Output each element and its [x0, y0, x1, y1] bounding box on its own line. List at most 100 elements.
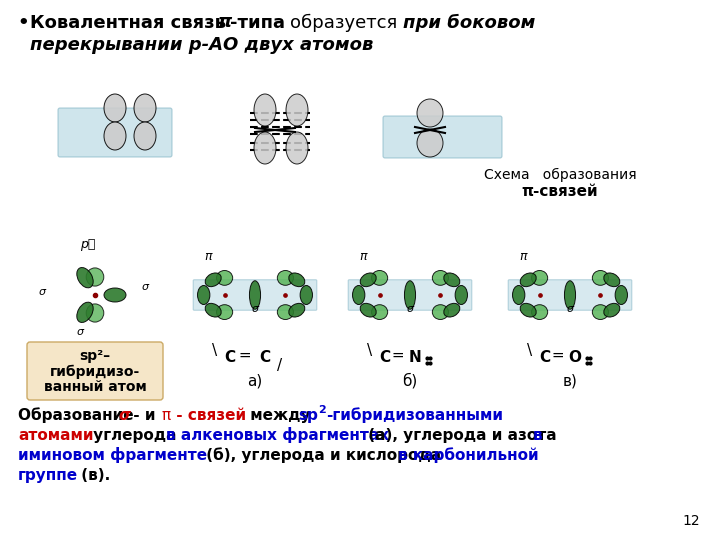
Text: в алкеновых фрагментах: в алкеновых фрагментах: [166, 427, 389, 443]
Ellipse shape: [289, 303, 305, 317]
Text: \: \: [212, 343, 217, 358]
Ellipse shape: [277, 305, 294, 320]
Text: ванный атом: ванный атом: [44, 380, 146, 394]
Ellipse shape: [615, 286, 627, 305]
Ellipse shape: [531, 271, 548, 285]
Text: -гибридизованными: -гибридизованными: [326, 407, 503, 423]
Ellipse shape: [217, 305, 233, 320]
Text: =: =: [387, 348, 409, 363]
Text: 12: 12: [683, 514, 700, 528]
Ellipse shape: [205, 273, 221, 287]
Text: углерода: углерода: [88, 428, 181, 443]
Text: •: •: [18, 14, 36, 32]
Text: σ: σ: [142, 282, 148, 292]
Text: N: N: [409, 350, 421, 365]
Ellipse shape: [86, 268, 104, 286]
Ellipse shape: [593, 305, 608, 320]
Text: гибридизо-: гибридизо-: [50, 364, 140, 379]
Text: O: O: [569, 350, 582, 365]
Ellipse shape: [104, 288, 126, 302]
Text: π: π: [519, 250, 527, 263]
Text: б): б): [402, 373, 418, 388]
Text: =: =: [546, 348, 570, 363]
Ellipse shape: [432, 305, 449, 320]
Text: в): в): [562, 373, 577, 388]
Text: C: C: [259, 350, 271, 365]
Ellipse shape: [360, 303, 377, 317]
Text: σ: σ: [567, 304, 574, 314]
Text: π: π: [161, 408, 170, 423]
Ellipse shape: [77, 267, 93, 288]
Ellipse shape: [197, 286, 210, 305]
Ellipse shape: [360, 273, 377, 287]
Ellipse shape: [77, 302, 93, 322]
Ellipse shape: [86, 304, 104, 322]
Text: pᵺ: pᵺ: [81, 238, 96, 251]
FancyBboxPatch shape: [193, 280, 317, 310]
Text: π: π: [218, 13, 233, 31]
Ellipse shape: [531, 305, 548, 320]
Text: в: в: [533, 428, 543, 443]
Text: C: C: [539, 350, 551, 365]
Text: Образование: Образование: [18, 407, 139, 423]
Text: (б), углерода и кислорода: (б), углерода и кислорода: [201, 447, 446, 463]
Ellipse shape: [564, 281, 575, 309]
Ellipse shape: [217, 271, 233, 285]
Ellipse shape: [604, 303, 620, 317]
Ellipse shape: [513, 286, 525, 305]
Text: Ковалентная связь: Ковалентная связь: [30, 14, 233, 32]
Ellipse shape: [277, 271, 294, 285]
Text: sp²–: sp²–: [79, 349, 111, 363]
Ellipse shape: [286, 94, 308, 126]
Text: атомами: атомами: [18, 428, 94, 443]
Text: между: между: [245, 408, 316, 423]
Ellipse shape: [372, 271, 387, 285]
Text: -типа: -типа: [230, 14, 292, 32]
Text: иминовом фрагменте: иминовом фрагменте: [18, 447, 207, 463]
Ellipse shape: [249, 281, 261, 309]
Ellipse shape: [520, 273, 536, 287]
Ellipse shape: [205, 303, 221, 317]
Ellipse shape: [286, 132, 308, 164]
Text: группе: группе: [18, 468, 78, 483]
Text: /: /: [277, 358, 282, 373]
Ellipse shape: [289, 273, 305, 287]
Ellipse shape: [455, 286, 467, 305]
Text: σ: σ: [251, 304, 258, 314]
Text: σ: σ: [118, 408, 130, 423]
Ellipse shape: [134, 122, 156, 150]
Text: \: \: [367, 343, 372, 358]
Text: - связей: - связей: [171, 408, 246, 423]
Ellipse shape: [104, 122, 126, 150]
FancyBboxPatch shape: [58, 108, 172, 157]
Ellipse shape: [372, 305, 387, 320]
Ellipse shape: [444, 303, 460, 317]
Text: образуется: образуется: [290, 14, 403, 32]
Ellipse shape: [444, 273, 460, 287]
Text: C: C: [379, 350, 390, 365]
Text: перекрывании р-АО двух атомов: перекрывании р-АО двух атомов: [30, 36, 374, 54]
Ellipse shape: [432, 271, 449, 285]
Ellipse shape: [300, 286, 312, 305]
Text: (в).: (в).: [76, 468, 110, 483]
Ellipse shape: [417, 129, 443, 157]
Text: π-связей: π-связей: [522, 185, 598, 199]
Text: σ: σ: [76, 327, 84, 337]
FancyBboxPatch shape: [508, 280, 632, 310]
Text: σ: σ: [38, 287, 45, 297]
Text: π: π: [359, 250, 366, 263]
Text: σ: σ: [407, 304, 413, 314]
Ellipse shape: [134, 94, 156, 122]
Ellipse shape: [254, 94, 276, 126]
Ellipse shape: [593, 271, 608, 285]
Text: (а), углерода и азота: (а), углерода и азота: [363, 428, 562, 443]
Text: π: π: [204, 250, 212, 263]
Ellipse shape: [353, 286, 365, 305]
FancyBboxPatch shape: [383, 116, 502, 158]
Text: при боковом: при боковом: [403, 14, 536, 32]
Text: =: =: [234, 348, 256, 363]
Text: sp: sp: [298, 408, 318, 423]
Text: Схема   образования: Схема образования: [484, 168, 636, 182]
Ellipse shape: [520, 303, 536, 317]
Ellipse shape: [104, 94, 126, 122]
